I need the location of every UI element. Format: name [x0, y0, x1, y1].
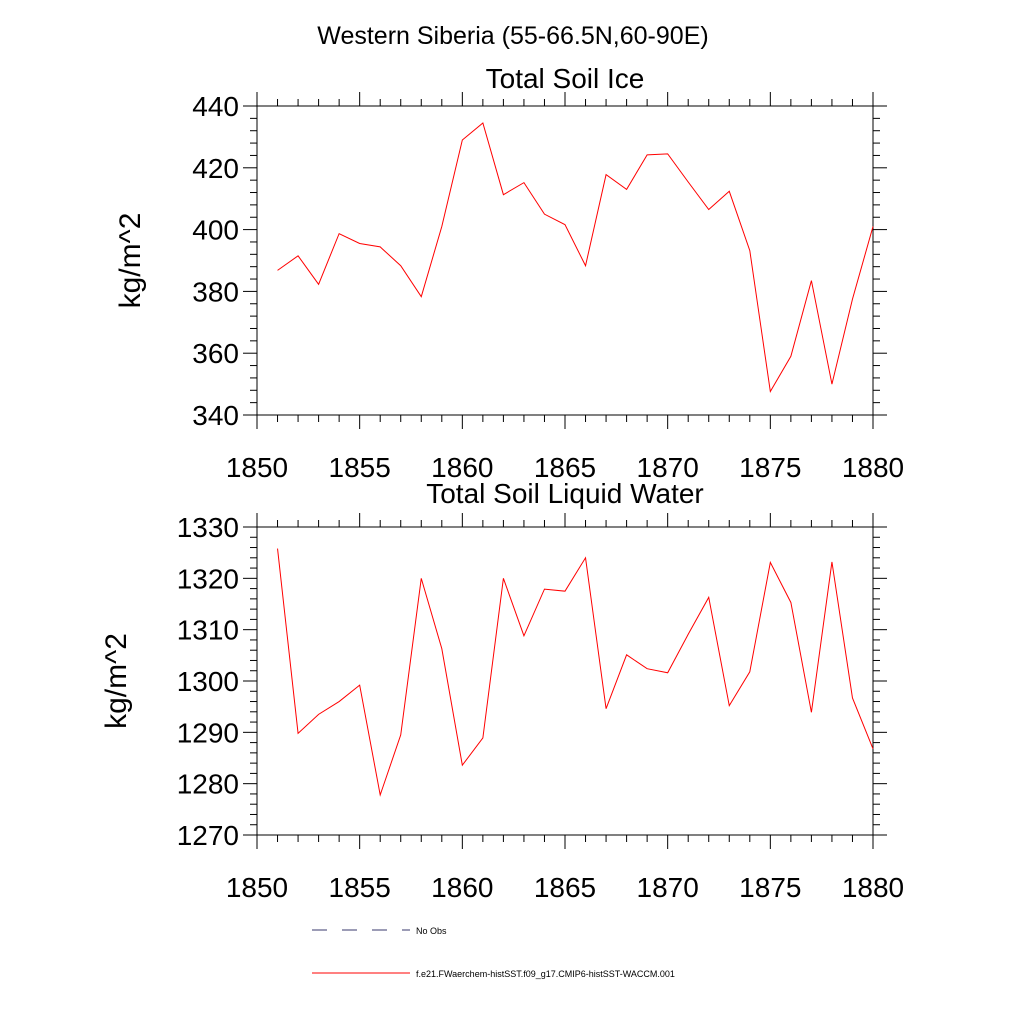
x-tick-label: 1865 — [534, 872, 596, 903]
x-tick-label: 1850 — [226, 872, 288, 903]
y-tick-label: 1330 — [177, 512, 239, 543]
y-tick-label: 1310 — [177, 615, 239, 646]
page-title: Western Siberia (55-66.5N,60-90E) — [317, 22, 708, 50]
y-tick-label: 400 — [192, 215, 239, 246]
x-tick-label: 1880 — [842, 452, 904, 483]
plot-frame — [256, 105, 874, 416]
y-axis-label: kg/m^2 — [100, 633, 133, 729]
x-tick-label: 1875 — [739, 872, 801, 903]
chart-panel-1: Total Soil Ice 340 360 380 400 420 440 1850 1855… — [114, 63, 904, 483]
y-tick-label: 420 — [192, 153, 239, 184]
x-tick-label: 1870 — [637, 452, 699, 483]
x-tick-label: 1875 — [739, 452, 801, 483]
chart-panels: Total Soil Ice 340 360 380 400 420 440 1850 1855… — [100, 63, 904, 903]
x-tick-label: 1850 — [226, 452, 288, 483]
y-tick-label: 1280 — [177, 769, 239, 800]
chart-title: Total Soil Ice — [486, 63, 645, 94]
x-tick-label: 1870 — [637, 872, 699, 903]
legend-item-1: No Obs — [312, 926, 447, 936]
x-tick-label: 1860 — [431, 452, 493, 483]
x-tick-label: 1855 — [329, 872, 391, 903]
x-tick-label: 1860 — [431, 872, 493, 903]
series-line-1 — [277, 548, 874, 797]
x-tick-label: 1880 — [842, 872, 904, 903]
y-axis-label: kg/m^2 — [114, 213, 147, 309]
chart-panel-2: Total Soil Liquid Water 1270 1280 1290 1300 1… — [100, 478, 904, 903]
y-tick-label: 340 — [192, 400, 239, 431]
chart-title: Total Soil Liquid Water — [426, 478, 704, 509]
y-tick-label: 1270 — [177, 820, 239, 851]
y-tick-label: 1290 — [177, 717, 239, 748]
y-tick-label: 440 — [192, 91, 239, 122]
legend-label: f.e21.FWaerchem-histSST.f09_g17.CMIP6-hi… — [416, 969, 675, 979]
x-tick-label: 1855 — [329, 452, 391, 483]
series-line-1 — [277, 122, 874, 394]
y-tick-label: 360 — [192, 338, 239, 369]
y-tick-label: 380 — [192, 276, 239, 307]
x-tick-label: 1865 — [534, 452, 596, 483]
legend-item-2: f.e21.FWaerchem-histSST.f09_g17.CMIP6-hi… — [312, 969, 675, 979]
legend: No Obs f.e21.FWaerchem-histSST.f09_g17.CM… — [312, 926, 675, 979]
legend-label: No Obs — [416, 926, 447, 936]
plot-frame — [256, 526, 874, 836]
y-tick-label: 1300 — [177, 666, 239, 697]
y-tick-label: 1320 — [177, 563, 239, 594]
